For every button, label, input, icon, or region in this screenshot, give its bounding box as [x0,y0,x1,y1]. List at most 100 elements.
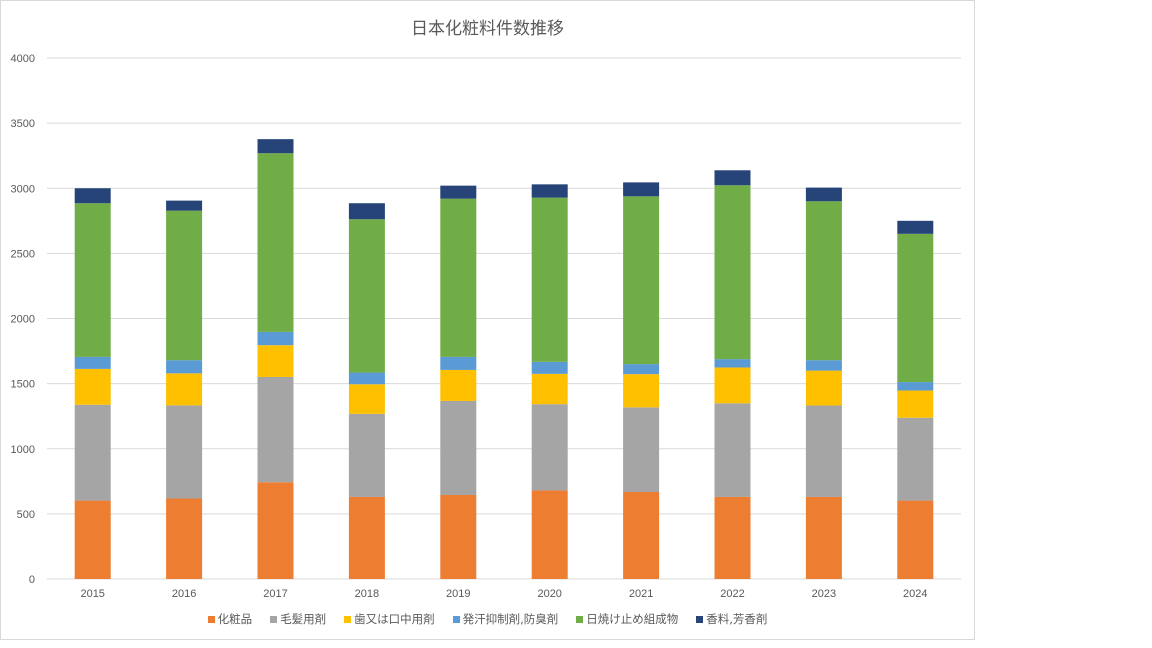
bar-segment [74,356,111,369]
x-tick-label: 2020 [537,588,561,600]
plot-area: 0 500 1000 1500 2000 2500 3000 3500 4000 2015 201… [11,53,961,600]
x-axis-ticks: 2015 2016 2017 2018 2019 2020 2021 2022 2023 2024 [80,588,927,600]
bar-segment [166,498,203,579]
bar-segment [440,198,477,357]
bar-segment [348,203,385,220]
bar-segment [348,413,385,497]
bar-segment [805,360,842,371]
bar-segment [440,185,477,199]
bar-segment [257,153,294,332]
bar-segment [440,400,477,495]
bar-segment [74,203,111,357]
bar-segment [440,369,477,401]
legend-label: 日焼け止め組成物 [586,612,679,626]
y-tick-label: 0 [29,574,35,586]
bar-segment [166,360,203,374]
chart-title: 日本化粧料件数推移 [411,19,564,39]
legend-swatch [696,615,704,623]
legend-label: 毛髪用剤 [280,612,327,626]
bar-segment [805,496,842,579]
legend-swatch [207,615,215,623]
bar-segment [805,187,842,202]
bar-segment [531,361,568,374]
legend-label: 歯又は口中用剤 [354,612,435,626]
bar-segment [531,490,568,579]
bar-segment [348,219,385,373]
y-tick-label: 500 [17,509,35,521]
bar-segment [257,345,294,377]
legend-item: 発汗抑制剤,防臭剤 [452,611,559,627]
bar-segment [623,407,660,492]
bar-segment [348,384,385,414]
legend-item: 歯又は口中用剤 [344,611,435,627]
legend-label: 発汗抑制剤,防臭剤 [462,612,559,626]
bar-segment [531,404,568,491]
y-axis-ticks: 0 500 1000 1500 2000 2500 3000 3500 4000 [11,53,35,586]
bar-segment [714,367,751,404]
bar-segment [805,201,842,361]
bar-segment [348,372,385,385]
y-tick-label: 3000 [11,183,35,195]
bar-segment [257,139,294,154]
x-tick-label: 2024 [903,588,927,600]
bar-segment [166,373,203,406]
y-tick-label: 3500 [11,118,35,130]
bar-segment [623,374,660,408]
y-tick-label: 1000 [11,444,35,456]
legend-swatch [452,615,460,623]
bar-segment [897,500,934,579]
bar-segment [897,417,934,501]
bar-segment [74,500,111,579]
legend-item: 毛髪用剤 [270,611,326,627]
bar-segment [348,496,385,579]
x-tick-label: 2018 [355,588,379,600]
legend-swatch [344,615,352,623]
x-tick-label: 2015 [80,588,104,600]
y-tick-label: 2500 [11,248,35,260]
y-tick-label: 4000 [11,53,35,65]
legend-label: 化粧品 [217,612,253,626]
y-tick-label: 2000 [11,314,35,326]
x-tick-label: 2017 [263,588,287,600]
bar-segment [897,220,934,234]
legend-swatch [270,615,278,623]
bar-segment [805,405,842,497]
x-tick-label: 2023 [812,588,836,600]
bar-segment [714,403,751,497]
bar-segment [714,496,751,579]
bar-segment [805,370,842,406]
x-tick-label: 2016 [172,588,196,600]
bar-segment [623,196,660,365]
bar-segment [531,373,568,405]
bar-segment [440,356,477,370]
bar-segment [897,233,934,383]
bar-segment [257,376,294,483]
bar-segment [74,368,111,405]
bar-segment [74,404,111,501]
bar-segment [623,364,660,375]
bar-segment [74,188,111,204]
bar-segment [714,359,751,368]
bar-segment [531,184,568,198]
legend-item: 日焼け止め組成物 [576,611,678,627]
legend-item: 香料,芳香剤 [696,611,767,627]
bar-segment [623,491,660,579]
bar-segment [257,331,294,346]
bar-segment [714,185,751,360]
legend-item: 化粧品 [207,611,253,627]
y-tick-label: 1500 [11,379,35,391]
x-tick-label: 2021 [629,588,653,600]
bar-segment [257,482,294,579]
bar-segment [714,170,751,186]
bars [74,139,934,579]
bar-segment [440,494,477,579]
bar-segment [166,200,203,211]
bar-segment [166,210,203,361]
legend-label: 香料,芳香剤 [706,612,768,626]
bar-segment [623,182,660,197]
x-tick-label: 2019 [446,588,470,600]
bar-segment [897,390,934,418]
legend-swatch [576,615,584,623]
bar-segment [897,382,934,391]
bar-segment [166,405,203,499]
